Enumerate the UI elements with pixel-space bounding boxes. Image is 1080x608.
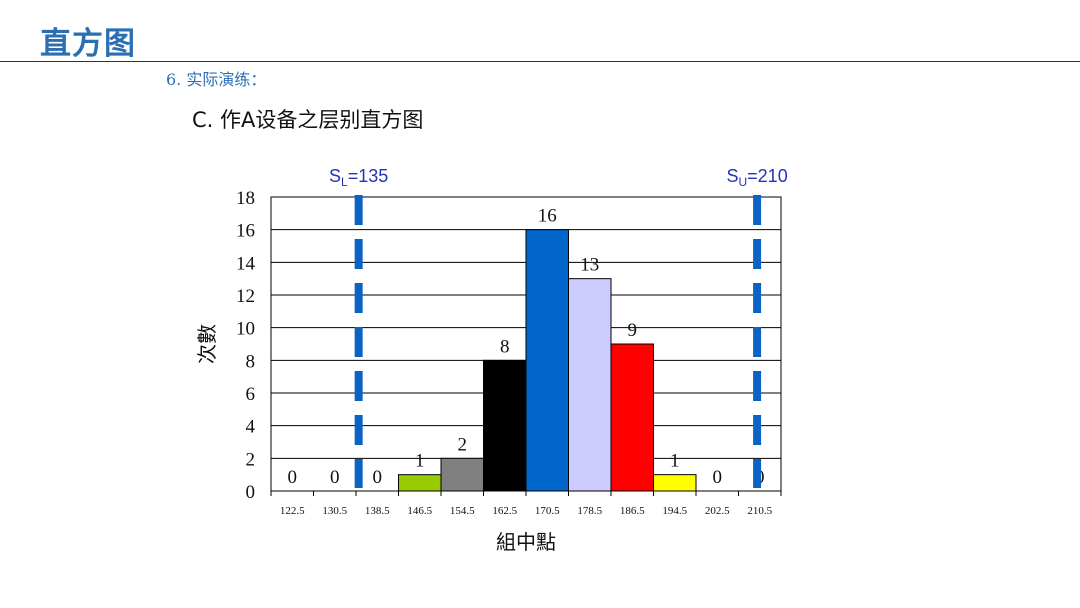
y-tick-label: 10: [236, 319, 255, 340]
bars: [398, 229, 697, 492]
bar: [483, 359, 527, 492]
x-tick-label: 170.5: [535, 505, 560, 517]
y-axis-ticks: 0 2 4 6 8 10 12 14 16 18: [236, 188, 256, 503]
y-tick-label: 14: [236, 253, 256, 274]
x-tick-label: 138.5: [365, 505, 390, 517]
data-label: 0: [330, 467, 340, 488]
spec-limits: SL=135 SU=210: [329, 166, 788, 488]
data-label: 16: [538, 206, 557, 227]
y-tick-label: 6: [246, 384, 256, 405]
bar: [653, 474, 697, 492]
y-tick-label: 2: [246, 449, 256, 470]
spec-limit-label: SU=210: [726, 166, 787, 189]
bar: [440, 457, 484, 492]
data-label: 0: [713, 467, 723, 488]
bar: [525, 229, 569, 492]
y-tick-label: 18: [236, 188, 255, 209]
y-tick-label: 4: [246, 417, 256, 438]
y-axis-title: 次數: [195, 324, 219, 364]
x-tick-label: 154.5: [450, 505, 475, 517]
spec-limit-label: SL=135: [329, 166, 388, 189]
x-tick-label: 162.5: [492, 505, 517, 517]
section-label: 6. 实际演练：: [166, 70, 267, 89]
data-label: 8: [500, 336, 510, 357]
data-labels: 00012816139100: [288, 206, 765, 488]
y-tick-label: 16: [236, 221, 255, 242]
y-tick-label: 0: [246, 482, 256, 503]
y-tick-label: 8: [246, 351, 256, 372]
x-axis-title: 組中點: [496, 530, 556, 554]
x-tick-label: 186.5: [620, 505, 645, 517]
chart-heading: C. 作A设备之层别直方图: [192, 108, 424, 132]
data-label: 9: [628, 320, 638, 341]
bar: [398, 474, 442, 492]
slide-title: 直方图: [40, 26, 136, 62]
data-label: 2: [458, 434, 468, 455]
data-label: 13: [580, 255, 599, 276]
x-tick-label: 210.5: [747, 505, 772, 517]
bar: [610, 343, 654, 492]
title-divider: [0, 61, 1080, 62]
bar: [568, 278, 612, 492]
x-tick-label: 194.5: [662, 505, 687, 517]
x-tick-label: 178.5: [577, 505, 602, 517]
x-tick-label: 122.5: [280, 505, 305, 517]
x-tick-label: 202.5: [705, 505, 730, 517]
data-label: 0: [288, 467, 298, 488]
x-tick-label: 130.5: [322, 505, 347, 517]
x-tick-label: 146.5: [407, 505, 432, 517]
data-label: 0: [373, 467, 383, 488]
y-tick-label: 12: [236, 286, 255, 307]
data-label: 1: [415, 451, 425, 472]
data-label: 1: [670, 451, 680, 472]
x-axis-ticks: 122.5 130.5 138.5 146.5 154.5 162.5 170.5 178.5…: [270, 491, 782, 517]
